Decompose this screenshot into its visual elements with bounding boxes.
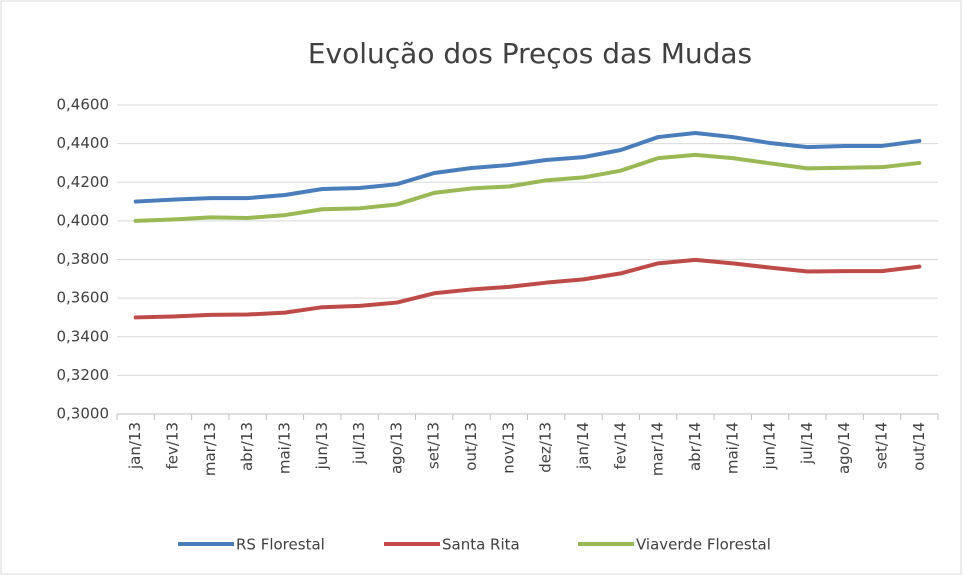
x-tick-label: set/13 bbox=[425, 422, 443, 469]
y-tick-label: 0,3400 bbox=[57, 327, 110, 345]
y-tick-label: 0,3000 bbox=[57, 405, 110, 423]
x-tick-label: out/13 bbox=[462, 422, 480, 471]
legend-label: Santa Rita bbox=[442, 536, 520, 554]
x-tick-label: jun/13 bbox=[313, 422, 331, 470]
y-tick-label: 0,4600 bbox=[57, 96, 110, 114]
x-tick-label: jan/14 bbox=[574, 422, 592, 470]
x-tick-label: mai/13 bbox=[275, 422, 293, 474]
x-tick-label: ago/13 bbox=[387, 422, 405, 474]
x-tick-label: abr/14 bbox=[686, 422, 704, 471]
x-tick-label: mar/14 bbox=[649, 422, 667, 476]
y-tick-label: 0,4200 bbox=[57, 173, 110, 191]
x-tick-label: dez/13 bbox=[537, 422, 555, 473]
x-tick-label: jun/14 bbox=[761, 422, 779, 470]
line-series bbox=[133, 257, 922, 320]
x-tick-label: ago/14 bbox=[835, 422, 853, 474]
x-tick-label: fev/13 bbox=[163, 422, 181, 470]
x-tick-label: jan/13 bbox=[126, 422, 144, 470]
y-tick-label: 0,3200 bbox=[57, 366, 110, 384]
x-tick-label: nov/13 bbox=[499, 422, 517, 474]
legend-label: RS Florestal bbox=[236, 536, 325, 554]
y-tick-label: 0,3600 bbox=[57, 289, 110, 307]
legend-label: Viaverde Florestal bbox=[636, 536, 771, 554]
x-tick-label: out/14 bbox=[910, 422, 928, 471]
x-tick-label: jul/14 bbox=[798, 422, 816, 465]
line-series bbox=[133, 131, 922, 204]
y-tick-label: 0,3800 bbox=[57, 250, 110, 268]
x-tick-label: abr/13 bbox=[238, 422, 256, 471]
x-tick-label: jul/13 bbox=[350, 422, 368, 465]
line-series bbox=[133, 152, 922, 223]
x-tick-label: set/14 bbox=[873, 422, 891, 469]
chart-title: Evolução dos Preços das Mudas bbox=[308, 37, 752, 70]
x-tick-label: mar/13 bbox=[201, 422, 219, 476]
y-tick-label: 0,4000 bbox=[57, 211, 110, 229]
x-tick-label: mai/14 bbox=[723, 422, 741, 474]
y-tick-label: 0,4400 bbox=[57, 134, 110, 152]
x-tick-label: fev/14 bbox=[611, 422, 629, 470]
